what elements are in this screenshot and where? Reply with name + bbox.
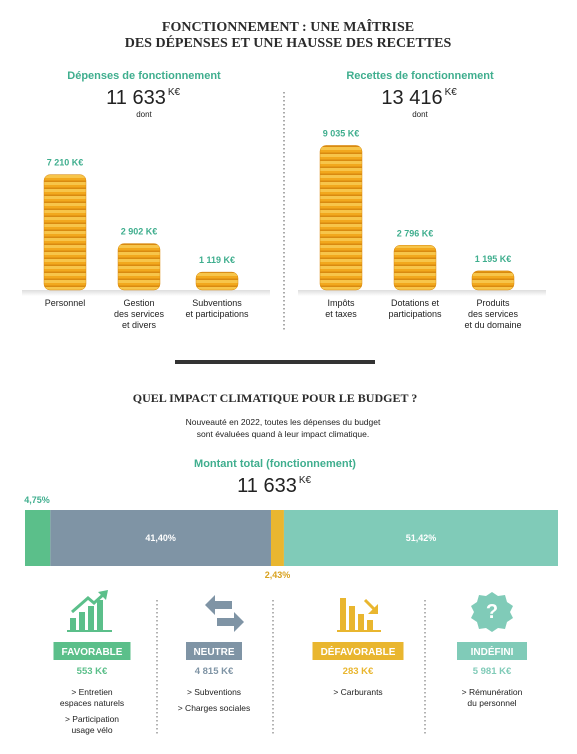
subtitle: sont évaluées quand à leur impact climat… [197,429,369,439]
bar-segment [25,510,51,566]
category-label: Dotations et participations [388,298,442,319]
card-amount: 5 981 K€ [473,666,512,677]
chart-title: Recettes de fonctionnement [346,70,494,82]
card-label: FAVORABLE [62,647,123,658]
total-title: Montant total (fonctionnement) [194,458,356,470]
coin-stack [195,271,239,291]
title-line: DES DÉPENSES ET UNE HAUSSE DES RECETTES [125,34,452,51]
total-unit: K€ [445,87,458,98]
icon-glyph: ? [486,601,498,623]
card-item: > Subventions [187,687,241,697]
card-label: INDÉFINI [471,645,514,658]
ground [22,290,270,296]
total-note: dont [412,110,428,119]
card-badge [457,642,527,660]
value-label: 2,43% [265,570,291,580]
total: 11 633 [237,475,297,497]
icon-favorable [67,590,112,632]
value-label: 2 902 K€ [121,227,158,237]
value-label: 51,42% [406,533,437,543]
card-badge [53,642,131,660]
category-label: Produits des services et du domaine [464,298,521,330]
category-label: Gestion des services et divers [114,298,165,330]
value-label: 1 195 K€ [475,254,512,264]
chart-title: Dépenses de fonctionnement [67,70,221,82]
value-label: 9 035 K€ [323,128,360,138]
card-badge [186,642,242,660]
card-label: NEUTRE [193,647,234,658]
ground [298,290,546,296]
coin-stack [117,243,161,291]
icon-indefini: ? [471,592,513,632]
card-label: DÉFAVORABLE [321,645,396,658]
total-note: dont [136,110,152,119]
card-item: > Rémunération du personnel [462,687,523,708]
bar-segment [283,510,558,566]
coin-stack [471,270,515,291]
icon-neutre [205,595,244,632]
bar-segment [270,510,284,566]
card-badge [312,642,404,660]
subtitle: Nouveauté en 2022, toutes les dépenses d… [186,417,381,427]
category-label: Impôts et taxes [325,298,357,319]
bar-segment [50,510,271,566]
coin-stack [319,145,363,291]
value-label: 7 210 K€ [47,158,84,168]
total-unit: K€ [168,87,181,98]
separator [175,360,375,364]
card-amount: 553 K€ [77,666,108,677]
category-label: Subventions et participations [185,298,249,319]
card-item: > Entretien espaces naturels [60,687,124,708]
total-unit: K€ [299,475,312,486]
coin-stack [393,245,437,291]
chart-title: QUEL IMPACT CLIMATIQUE POUR LE BUDGET ? [133,391,417,405]
total: 11 633 [106,87,166,109]
title-line: FONCTIONNEMENT : UNE MAÎTRISE [162,18,414,35]
value-label: 1 119 K€ [199,255,235,265]
card-item: > Participation usage vélo [65,714,119,735]
category-label: Personnel [45,298,86,308]
total: 13 416 [381,87,442,109]
value-label: 41,40% [145,533,176,543]
card-item: > Charges sociales [178,703,251,713]
value-label: 4,75% [24,495,50,505]
icon-defavorable [337,598,381,632]
card-item: > Carburants [333,687,382,697]
card-amount: 4 815 K€ [195,666,234,677]
card-amount: 283 K€ [343,666,374,677]
coin-stack [43,174,87,291]
value-label: 2 796 K€ [397,228,434,238]
